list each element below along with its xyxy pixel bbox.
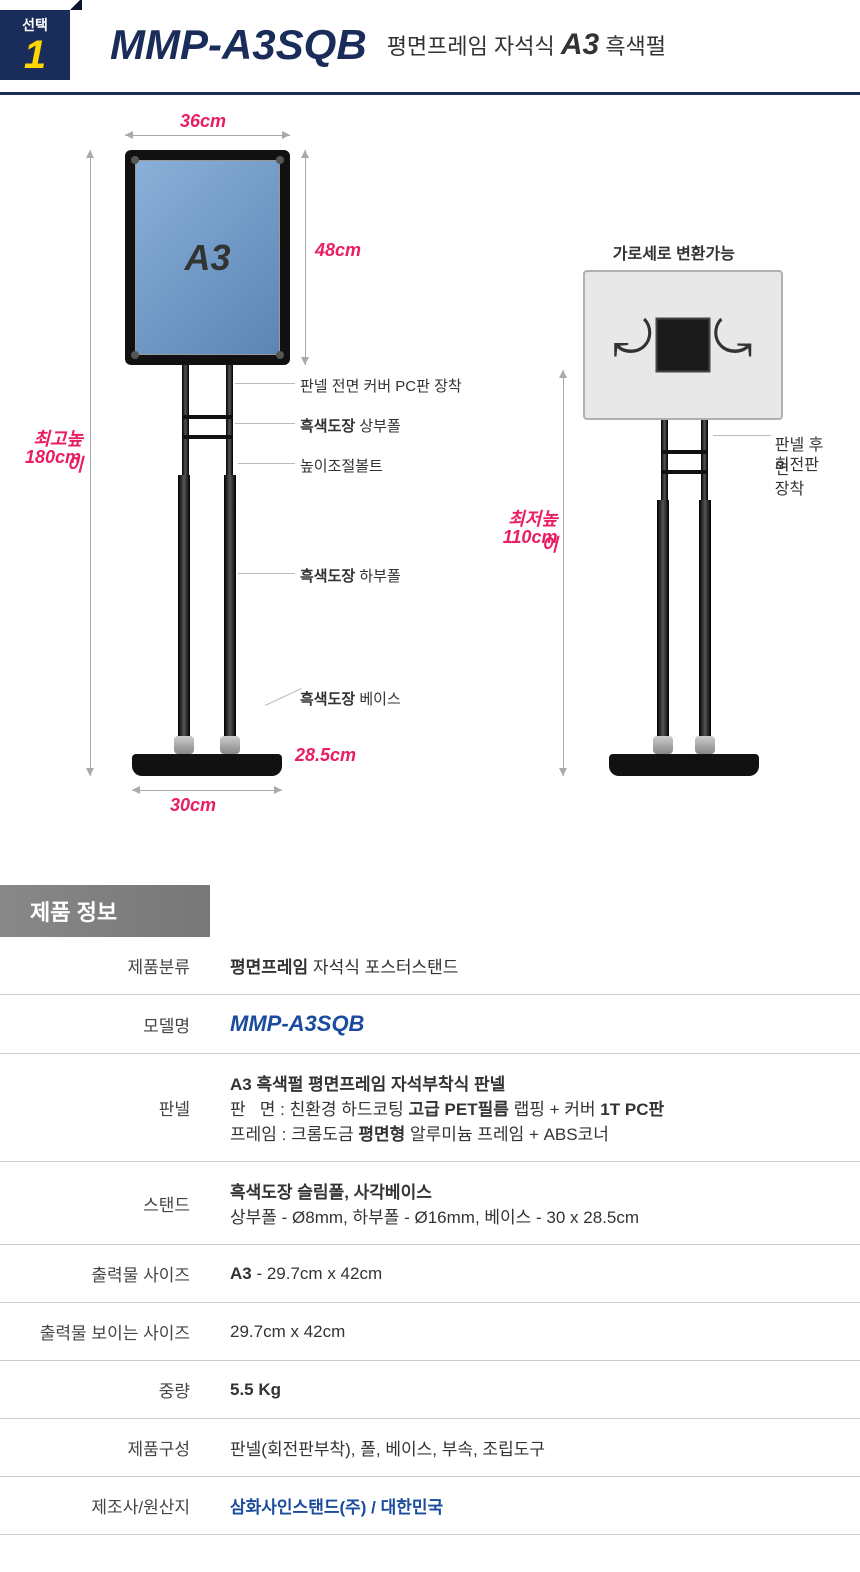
pole-crossbar bbox=[661, 470, 708, 474]
dim-arrow-minh bbox=[563, 370, 564, 776]
foot-cap bbox=[174, 736, 194, 754]
callout-bold: 흑색도장 bbox=[300, 418, 355, 435]
panel-a3-label: A3 bbox=[135, 160, 280, 355]
rotate-text: 가로세로 변환가능 bbox=[613, 240, 735, 264]
info-header: 제품 정보 bbox=[0, 885, 210, 937]
pole-lower-l bbox=[657, 500, 669, 755]
callout-line bbox=[238, 463, 295, 464]
callout-bold: 흑색도장 bbox=[300, 691, 355, 708]
spec-label: 모델명 bbox=[0, 995, 210, 1054]
spec-label: 중량 bbox=[0, 1361, 210, 1419]
pole-crossbar bbox=[182, 415, 233, 419]
pole-upper-l bbox=[661, 420, 668, 500]
foot-cap bbox=[220, 736, 240, 754]
dim-base-w: 30cm bbox=[170, 795, 216, 816]
option-badge: 선택 1 bbox=[0, 10, 70, 80]
callout-text: 상부폴 bbox=[355, 418, 401, 435]
spec-label: 판넬 bbox=[0, 1054, 210, 1162]
spec-value: A3 - 29.7cm x 42cm bbox=[210, 1245, 860, 1303]
stand-base bbox=[132, 754, 282, 776]
corner-icon bbox=[131, 156, 139, 164]
spec-label: 제조사/원산지 bbox=[0, 1477, 210, 1535]
dim-arrow-maxh bbox=[90, 150, 91, 776]
spec-value: 29.7cm x 42cm bbox=[210, 1303, 860, 1361]
spec-value: 평면프레임 자석식 포스터스탠드 bbox=[210, 937, 860, 995]
rotate-arrow-icon: ⤾ bbox=[613, 312, 653, 368]
pole-crossbar bbox=[661, 450, 708, 454]
callout-line bbox=[238, 573, 295, 574]
corner-icon bbox=[131, 351, 139, 359]
diagram-front: 36cm A3 48cm 최고높이 180cm 30cm bbox=[30, 125, 473, 825]
dim-panel-height: 48cm bbox=[315, 240, 361, 261]
spec-value: 5.5 Kg bbox=[210, 1361, 860, 1419]
spec-row: 제조사/원산지삼화사인스탠드(주) / 대한민국 bbox=[0, 1477, 860, 1535]
dim-maxh-value: 180cm bbox=[25, 447, 85, 468]
rotate-arrow-icon: ⤿ bbox=[713, 312, 753, 368]
pole-crossbar bbox=[182, 435, 233, 439]
product-subtitle: 평면프레임 자석식 A3 흑색펄 bbox=[387, 28, 666, 62]
callout-text: 베이스 bbox=[355, 691, 401, 708]
dim-arrow-panel-h bbox=[305, 150, 306, 365]
spec-row: 중량5.5 Kg bbox=[0, 1361, 860, 1419]
corner-icon bbox=[276, 351, 284, 359]
spec-table: 제품분류평면프레임 자석식 포스터스탠드모델명MMP-A3SQB판넬A3 흑색펄… bbox=[0, 937, 860, 1535]
panel-back: ⤾ ⤿ bbox=[583, 270, 783, 420]
back-text-2: 회전판장착 bbox=[775, 451, 830, 499]
stand-base bbox=[609, 754, 759, 776]
spec-value: A3 흑색펄 평면프레임 자석부착식 판넬판 면 : 친환경 하드코팅 고급 P… bbox=[210, 1054, 860, 1162]
badge-number: 1 bbox=[24, 35, 46, 75]
spec-label: 스탠드 bbox=[0, 1162, 210, 1245]
spec-label: 제품구성 bbox=[0, 1419, 210, 1477]
spec-value: 흑색도장 슬림폴, 사각베이스상부폴 - Ø8mm, 하부폴 - Ø16mm, … bbox=[210, 1162, 860, 1245]
spec-row: 제품분류평면프레임 자석식 포스터스탠드 bbox=[0, 937, 860, 995]
callout-line bbox=[235, 383, 295, 384]
dim-base-d: 28.5cm bbox=[295, 745, 356, 766]
callout-line bbox=[265, 688, 302, 706]
panel-front: A3 bbox=[125, 150, 290, 365]
corner-icon bbox=[276, 156, 284, 164]
dim-arrow-basew bbox=[132, 790, 282, 791]
spec-row: 모델명MMP-A3SQB bbox=[0, 995, 860, 1054]
callout-base: 흑색도장 베이스 bbox=[300, 688, 401, 709]
callout-upper-pole: 흑색도장 상부폴 bbox=[300, 415, 401, 436]
dim-minh-value: 110cm bbox=[503, 527, 558, 548]
pole-lower-l bbox=[178, 475, 190, 755]
subtitle-pre: 평면프레임 자석식 bbox=[387, 34, 561, 59]
pole-lower-r bbox=[224, 475, 236, 755]
callout-bold: 흑색도장 bbox=[300, 568, 355, 585]
subtitle-bold: A3 bbox=[561, 28, 599, 61]
foot-cap bbox=[695, 736, 715, 754]
callout-lower-pole: 흑색도장 하부폴 bbox=[300, 565, 401, 586]
spec-row: 스탠드흑색도장 슬림폴, 사각베이스상부폴 - Ø8mm, 하부폴 - Ø16m… bbox=[0, 1162, 860, 1245]
pole-lower-r bbox=[699, 500, 711, 755]
spec-label: 출력물 사이즈 bbox=[0, 1245, 210, 1303]
product-title: MMP-A3SQB bbox=[110, 21, 367, 69]
spec-row: 제품구성판넬(회전판부착), 폴, 베이스, 부속, 조립도구 bbox=[0, 1419, 860, 1477]
dim-width: 36cm bbox=[180, 111, 226, 132]
spec-value: 판넬(회전판부착), 폴, 베이스, 부속, 조립도구 bbox=[210, 1419, 860, 1477]
callout-pc-cover: 판넬 전면 커버 PC판 장착 bbox=[300, 375, 462, 396]
callout-line bbox=[713, 435, 771, 436]
callout-bolt: 높이조절볼트 bbox=[300, 455, 383, 476]
badge-label: 선택 bbox=[22, 15, 48, 35]
spec-row: 판넬A3 흑색펄 평면프레임 자석부착식 판넬판 면 : 친환경 하드코팅 고급… bbox=[0, 1054, 860, 1162]
diagram-back: 가로세로 변환가능 ⤾ ⤿ 최저높이 110cm 판넬 후면 회전판장착 bbox=[503, 125, 830, 825]
spec-row: 출력물 사이즈A3 - 29.7cm x 42cm bbox=[0, 1245, 860, 1303]
diagram-area: 36cm A3 48cm 최고높이 180cm 30cm bbox=[0, 125, 860, 825]
callout-text: 하부폴 bbox=[355, 568, 401, 585]
callout-line bbox=[235, 423, 295, 424]
rotation-pad bbox=[655, 318, 710, 373]
pole-upper-r bbox=[226, 365, 233, 475]
dim-arrow-width bbox=[125, 135, 290, 136]
spec-value: MMP-A3SQB bbox=[210, 995, 860, 1054]
spec-row: 출력물 보이는 사이즈29.7cm x 42cm bbox=[0, 1303, 860, 1361]
pole-upper-l bbox=[182, 365, 189, 475]
header-bar: 선택 1 MMP-A3SQB 평면프레임 자석식 A3 흑색펄 bbox=[0, 0, 860, 95]
spec-label: 출력물 보이는 사이즈 bbox=[0, 1303, 210, 1361]
spec-value: 삼화사인스탠드(주) / 대한민국 bbox=[210, 1477, 860, 1535]
foot-cap bbox=[653, 736, 673, 754]
pole-upper-r bbox=[701, 420, 708, 500]
subtitle-post: 흑색펄 bbox=[599, 34, 666, 59]
spec-label: 제품분류 bbox=[0, 937, 210, 995]
